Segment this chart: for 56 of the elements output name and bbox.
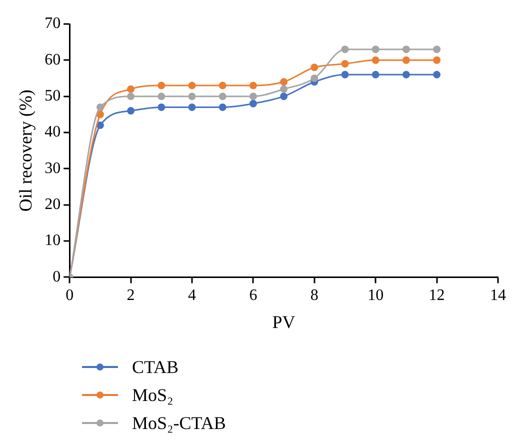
x-tick-label: 12	[428, 287, 445, 304]
point	[127, 92, 135, 100]
point	[249, 92, 257, 100]
y-tick-label: 30	[44, 160, 61, 177]
point	[158, 103, 166, 111]
point	[372, 70, 380, 78]
point	[188, 82, 196, 90]
point	[402, 56, 410, 64]
x-tick-label: 0	[66, 287, 74, 304]
legend-label: CTAB	[132, 356, 179, 378]
point	[158, 82, 166, 90]
point	[249, 100, 257, 108]
point	[158, 92, 166, 100]
point	[341, 60, 349, 68]
y-tick-label: 40	[44, 124, 61, 141]
x-tick-label: 14	[490, 287, 506, 304]
y-tick-label: 0	[52, 268, 61, 286]
point	[280, 78, 288, 86]
x-tick-label: 2	[126, 287, 135, 304]
x-axis-title: PV	[272, 312, 296, 332]
point	[372, 56, 380, 64]
point	[96, 110, 104, 118]
point	[433, 46, 441, 54]
point	[310, 74, 318, 82]
legend-label: MoS₂-CTAB	[132, 412, 226, 434]
point	[402, 46, 410, 54]
y-tick-label: 50	[44, 88, 61, 105]
x-tick-label: 4	[188, 287, 196, 304]
point	[188, 103, 196, 111]
x-tick-label: 8	[310, 287, 318, 304]
point	[127, 85, 135, 93]
y-tick-label: 10	[44, 232, 61, 250]
point	[249, 82, 257, 90]
y-tick-label: 70	[44, 15, 61, 32]
point	[341, 70, 349, 78]
point	[127, 107, 135, 115]
point	[310, 64, 318, 72]
point	[96, 122, 104, 130]
point	[280, 92, 288, 100]
point	[218, 103, 226, 111]
point	[372, 46, 380, 54]
point	[218, 92, 226, 100]
point	[280, 85, 288, 93]
point	[433, 56, 441, 64]
point	[341, 46, 349, 54]
point	[433, 70, 441, 78]
x-tick-label: 6	[249, 287, 258, 304]
legend-label: MoS₂	[132, 384, 174, 406]
point	[188, 92, 196, 100]
point	[402, 70, 410, 78]
y-tick-label: 20	[44, 196, 61, 214]
point	[96, 103, 104, 111]
y-axis-title: Oil recovery (%)	[16, 90, 36, 212]
x-tick-label: 10	[368, 287, 384, 304]
y-tick-label: 60	[44, 51, 61, 68]
point	[218, 82, 226, 90]
